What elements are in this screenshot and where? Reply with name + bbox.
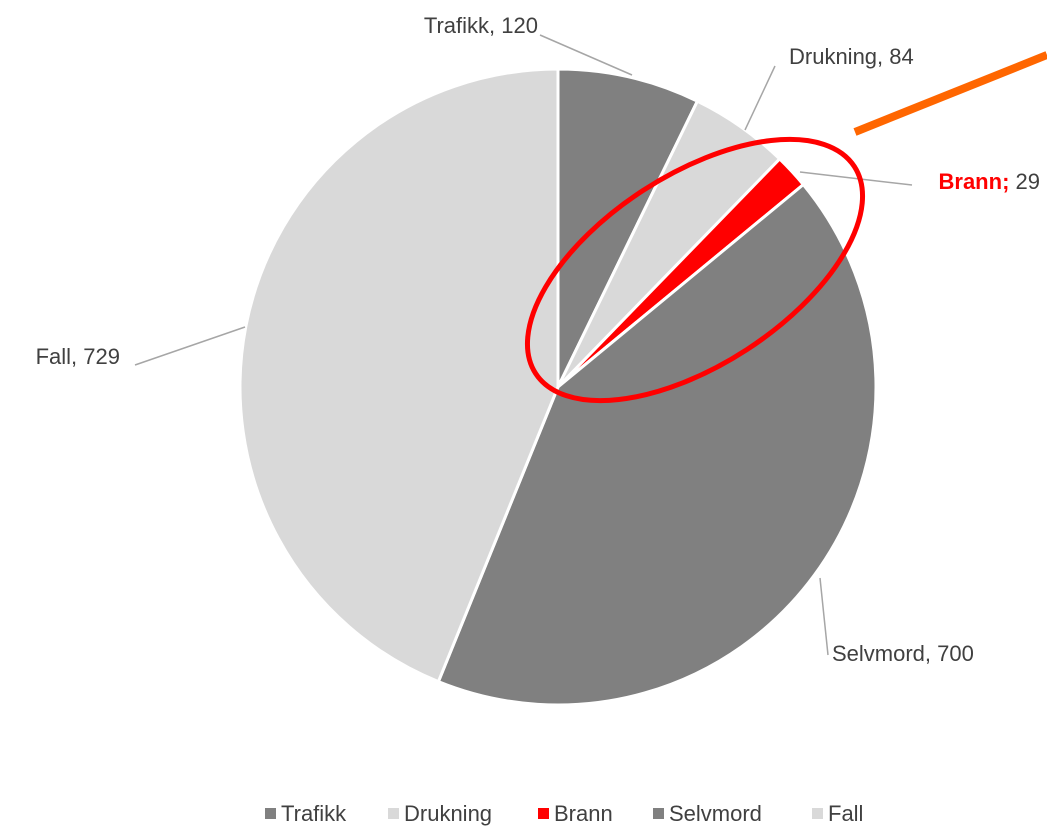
label-category: Brann xyxy=(939,169,1003,194)
data-label: Trafikk, 120 xyxy=(424,13,538,38)
legend-swatch xyxy=(388,808,399,819)
legend-label: Selvmord xyxy=(669,801,762,826)
data-label: Selvmord, 700 xyxy=(832,641,974,666)
pie xyxy=(238,67,878,707)
legend-label: Trafikk xyxy=(281,801,347,826)
legend-swatch xyxy=(812,808,823,819)
label-separator: , xyxy=(925,641,937,666)
pie-slice xyxy=(238,67,560,684)
legend-label: Fall xyxy=(828,801,863,826)
pie-slice xyxy=(556,67,700,388)
leader-line xyxy=(134,326,246,366)
label-value: 84 xyxy=(889,44,913,69)
data-label: Fall, 729 xyxy=(36,344,120,369)
data-label: Brann; 29 xyxy=(939,169,1041,194)
legend-swatch xyxy=(538,808,549,819)
legend: Trafikk Drukning Brann Selvmord Fall xyxy=(265,801,863,826)
label-separator: ; xyxy=(1002,169,1015,194)
label-category: Trafikk xyxy=(424,13,490,38)
label-value: 120 xyxy=(501,13,538,38)
legend-label: Brann xyxy=(554,801,613,826)
data-labels: Trafikk, 120 Drukning, 84 Brann; 29 Selvmor… xyxy=(36,13,1040,666)
legend-swatch xyxy=(653,808,664,819)
highlight-ellipse xyxy=(524,136,866,404)
legend-label: Drukning xyxy=(404,801,492,826)
label-value: 29 xyxy=(1016,169,1040,194)
label-separator: , xyxy=(71,344,83,369)
leader-line xyxy=(744,65,776,131)
label-category: Selvmord xyxy=(832,641,925,666)
label-category: Drukning xyxy=(789,44,877,69)
data-label: Drukning, 84 xyxy=(789,44,914,69)
highlight-arrow xyxy=(853,51,1047,136)
label-category: Fall xyxy=(36,344,71,369)
leader-line xyxy=(539,34,633,76)
label-separator: , xyxy=(877,44,889,69)
pie-slice xyxy=(436,182,878,707)
leader-line xyxy=(799,171,913,186)
leader-line xyxy=(819,577,829,656)
label-separator: , xyxy=(489,13,501,38)
label-value: 729 xyxy=(83,344,120,369)
label-value: 700 xyxy=(937,641,974,666)
legend-swatch xyxy=(265,808,276,819)
